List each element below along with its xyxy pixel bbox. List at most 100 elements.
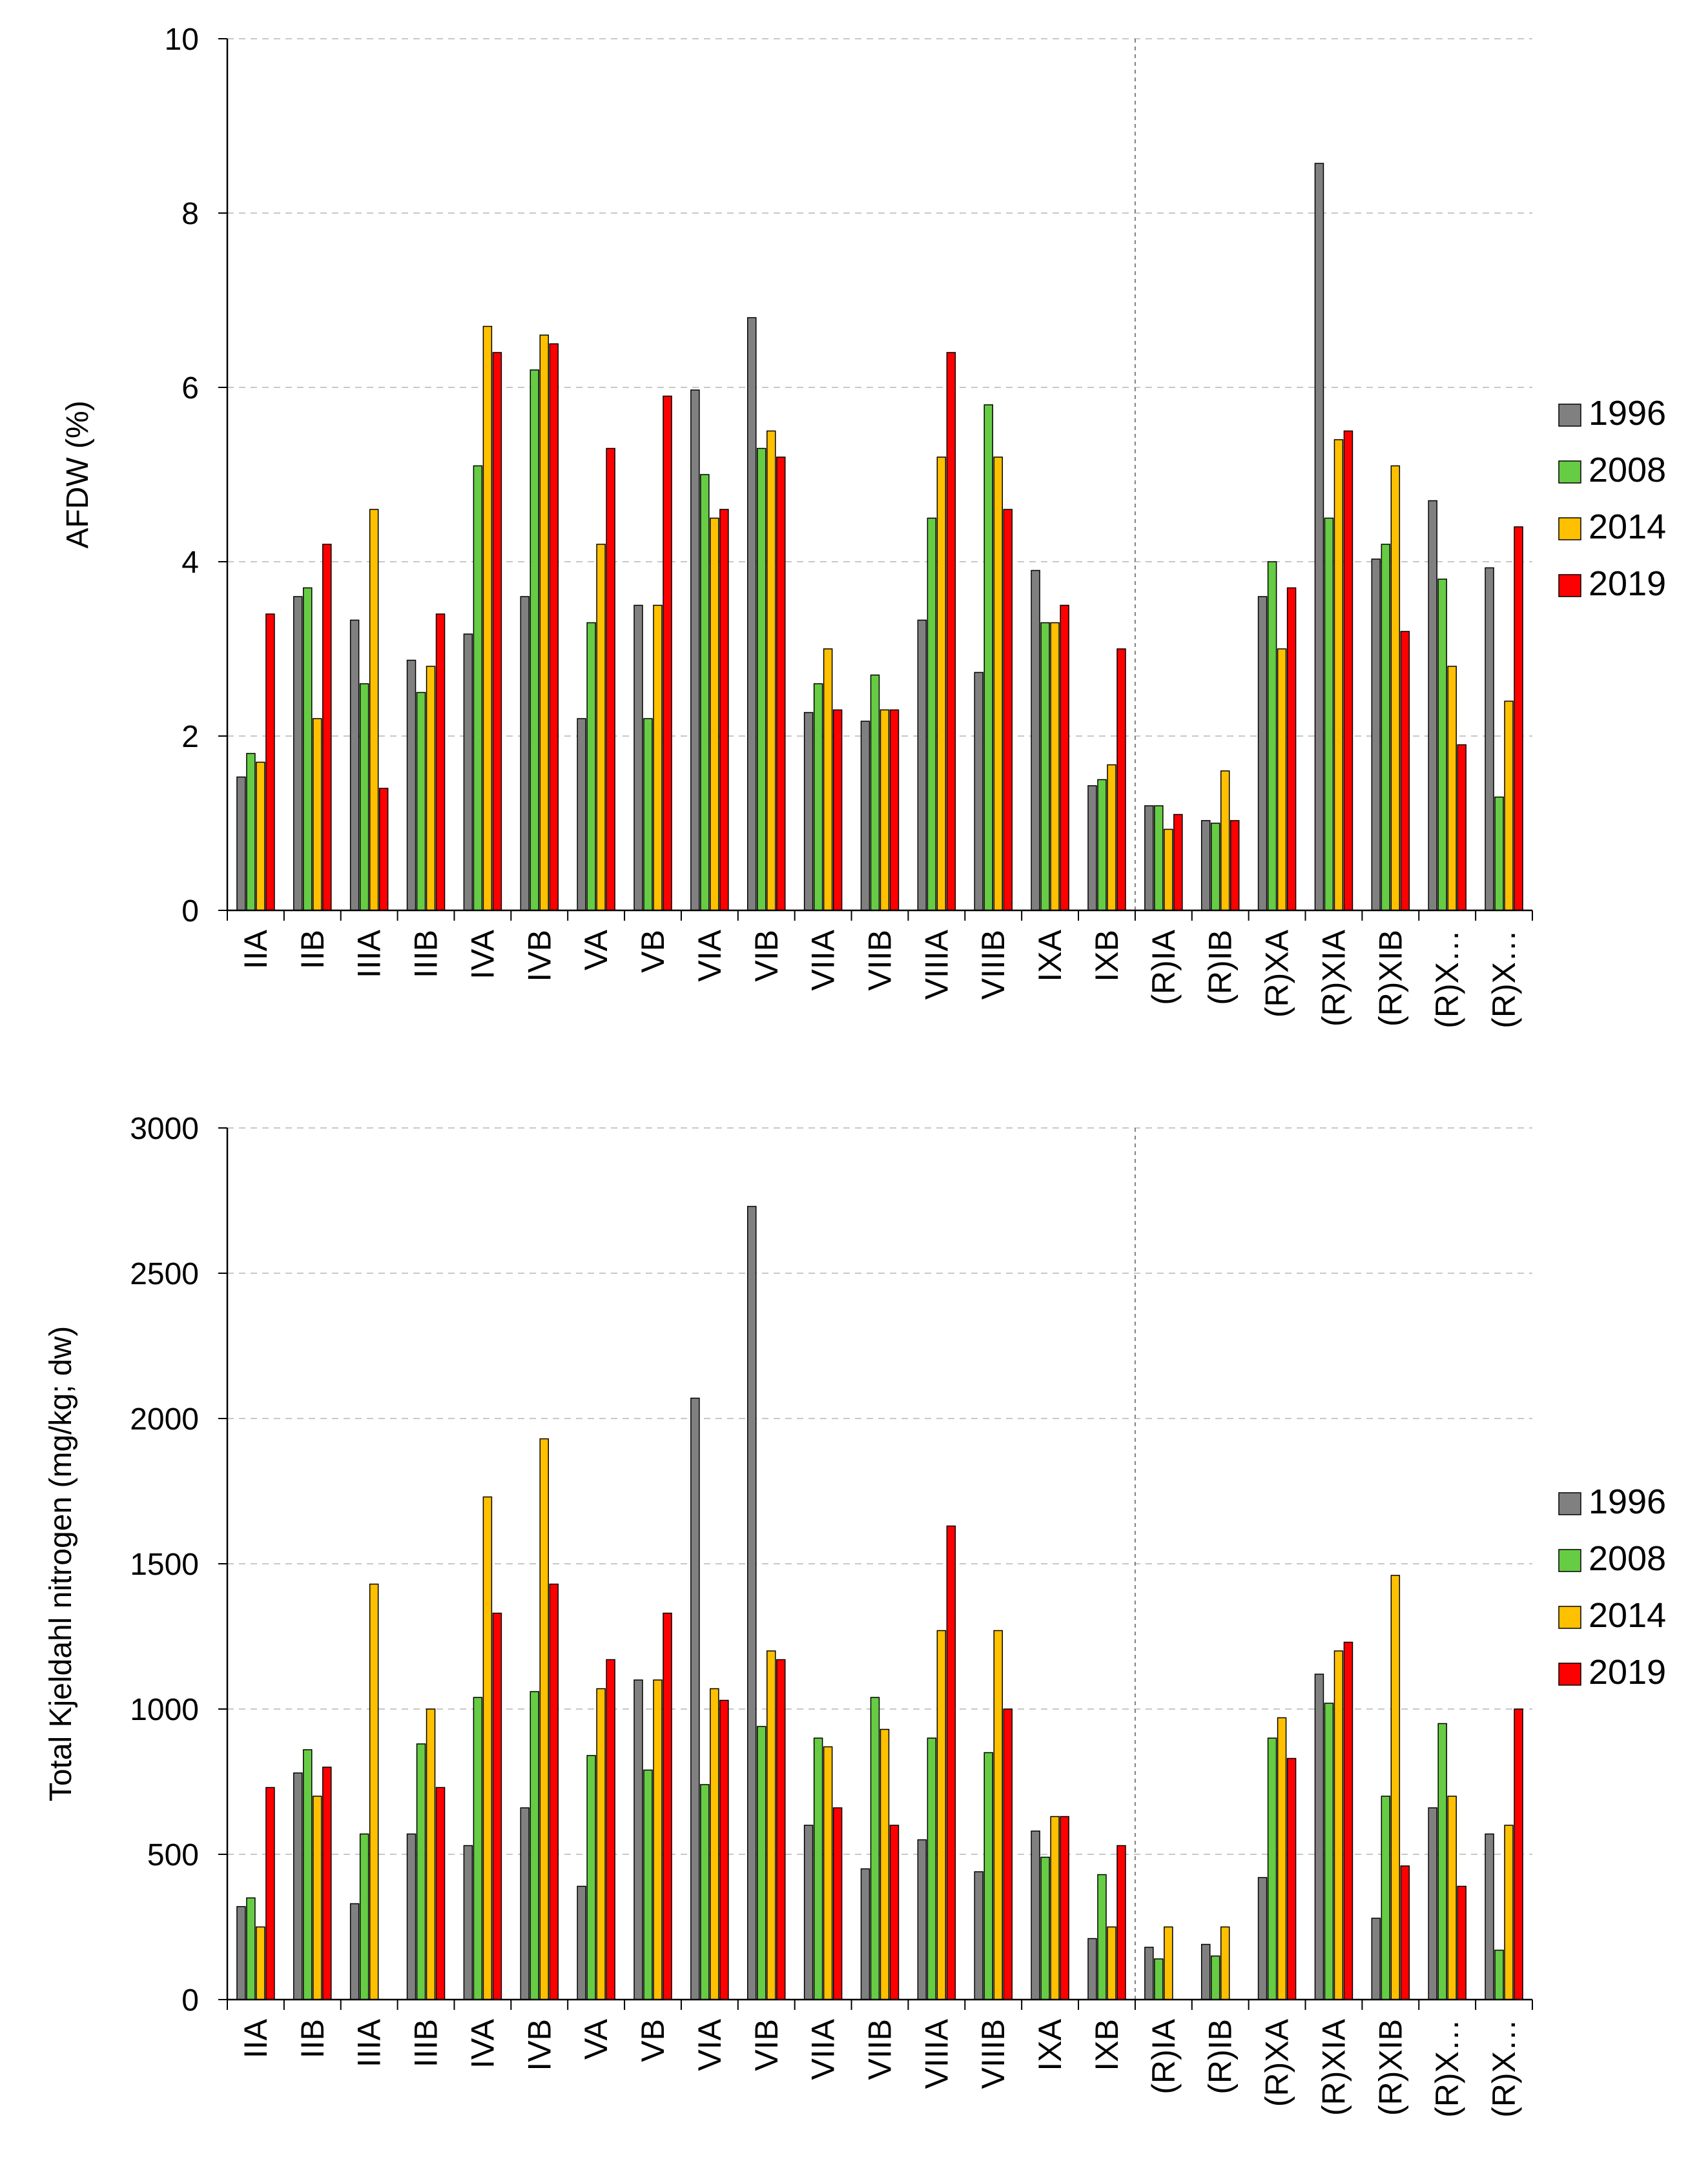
bar-2019 (663, 1612, 672, 2000)
y-axis-title: Total Kjeldahl nitrogen (mg/kg; dw) (44, 1326, 78, 1801)
legend-swatch-2014 (1558, 517, 1581, 540)
legend-label: 2014 (1589, 1596, 1666, 1635)
bar-2008 (1437, 1723, 1447, 2000)
bar-1996 (917, 619, 927, 911)
x-category-label: IIIA (351, 929, 387, 978)
bar-2019 (492, 1612, 502, 2000)
x-category-label: VIIIB (975, 2019, 1011, 2089)
bar-2014 (482, 325, 493, 911)
bar-1996 (1200, 1943, 1211, 2000)
bar-2014 (653, 1679, 663, 2000)
bar-2014 (1447, 666, 1457, 911)
y-tick-label: 4 (181, 546, 199, 580)
legend-label: 2019 (1589, 564, 1666, 603)
x-category-label: (R)XIB (1372, 2019, 1408, 2116)
bar-2019 (606, 447, 615, 911)
bar-2014 (653, 604, 663, 911)
x-category-label: VIA (692, 929, 728, 981)
bar-1996 (747, 317, 757, 911)
bar-1996 (293, 1772, 303, 2000)
bar-1996 (1485, 567, 1494, 911)
x-category-label: VIIIA (918, 2018, 954, 2089)
bar-2019 (946, 1525, 956, 2000)
bar-2019 (1286, 587, 1297, 911)
bar-2019 (1060, 604, 1069, 911)
bar-2019 (435, 1787, 446, 2000)
bar-2014 (1164, 828, 1173, 911)
bar-2014 (1164, 1926, 1173, 2000)
bar-2008 (1437, 579, 1447, 911)
bar-2008 (1494, 796, 1504, 911)
bar-2019 (1173, 814, 1183, 911)
bar-2008 (927, 517, 937, 911)
x-category-label: IIA (238, 2018, 274, 2058)
x-category-label: IVA (464, 929, 500, 979)
bar-1996 (406, 659, 417, 911)
x-category-label: IVB (521, 2019, 557, 2071)
bar-2019 (1457, 1885, 1466, 2000)
bar-2019 (1003, 509, 1013, 911)
bar-2019 (322, 544, 332, 911)
bar-2008 (1154, 805, 1164, 911)
bar-1996 (1257, 596, 1268, 911)
bar-1996 (1371, 558, 1381, 911)
bar-2014 (767, 430, 776, 911)
bar-2014 (1447, 1796, 1457, 2000)
bar-2008 (1494, 1949, 1504, 2000)
bar-2014 (1504, 701, 1514, 911)
x-category-label: IVB (521, 930, 557, 982)
bar-2014 (1220, 1926, 1230, 2000)
y-tick-label: 6 (181, 371, 199, 405)
bar-1996 (577, 1885, 586, 2000)
bar-1996 (690, 389, 700, 911)
x-category-label: (R)X… (1486, 2019, 1522, 2118)
bar-1996 (463, 633, 473, 911)
bar-1996 (1031, 1830, 1040, 2000)
bar-2008 (530, 369, 540, 911)
x-category-label: VA (578, 2018, 614, 2060)
bar-2014 (369, 509, 379, 911)
bar-2019 (265, 1787, 275, 2000)
bar-1996 (1314, 163, 1324, 911)
bar-2019 (492, 352, 502, 911)
bar-1996 (463, 1845, 473, 2000)
bar-2008 (1040, 622, 1050, 911)
x-category-label: (R)X… (1429, 930, 1465, 1029)
x-category-label: IXA (1032, 929, 1068, 981)
bar-2008 (757, 447, 767, 911)
x-category-label: IIIA (351, 2018, 387, 2067)
bar-2008 (813, 1737, 823, 2000)
x-category-label: IIA (238, 929, 274, 969)
bar-2008 (416, 691, 426, 911)
x-category-label: (R)IA (1146, 2018, 1182, 2094)
bar-2008 (1267, 561, 1277, 911)
bar-2019 (1286, 1757, 1297, 2000)
bar-2008 (586, 1755, 596, 2000)
x-category-label: VIA (692, 2018, 728, 2071)
x-category-label: VIIB (862, 2019, 898, 2080)
bar-2019 (1400, 1865, 1410, 2000)
bar-2014 (823, 648, 833, 911)
bar-1996 (349, 619, 360, 911)
nitrogen-chart: 0 500 1000 1500 2000 2500 3000 IIA IIB IIIA IIIB IV… (44, 1112, 1666, 2118)
bar-2008 (1267, 1737, 1277, 2000)
bar-1996 (520, 1807, 530, 2000)
bar-1996 (690, 1397, 700, 2000)
x-category-label: (R)XIB (1372, 930, 1408, 1027)
bar-2019 (435, 613, 446, 911)
bar-2014 (1390, 1575, 1401, 2000)
bar-2008 (1381, 544, 1391, 911)
bar-2008 (643, 1769, 653, 2000)
bar-2019 (1230, 820, 1240, 911)
bar-2014 (993, 456, 1003, 911)
legend-swatch-2008 (1558, 460, 1581, 484)
legend-label: 2008 (1589, 451, 1666, 489)
legend-swatch-1996 (1558, 404, 1581, 427)
x-category-label: VIIIA (918, 929, 954, 999)
bar-2019 (606, 1659, 615, 2000)
bar-2019 (1343, 1641, 1353, 2000)
bar-1996 (633, 1679, 643, 2000)
y-axis-title: AFDW (%) (61, 400, 95, 548)
bar-1996 (1314, 1674, 1324, 2000)
y-tick-label: 1000 (130, 1693, 199, 1727)
